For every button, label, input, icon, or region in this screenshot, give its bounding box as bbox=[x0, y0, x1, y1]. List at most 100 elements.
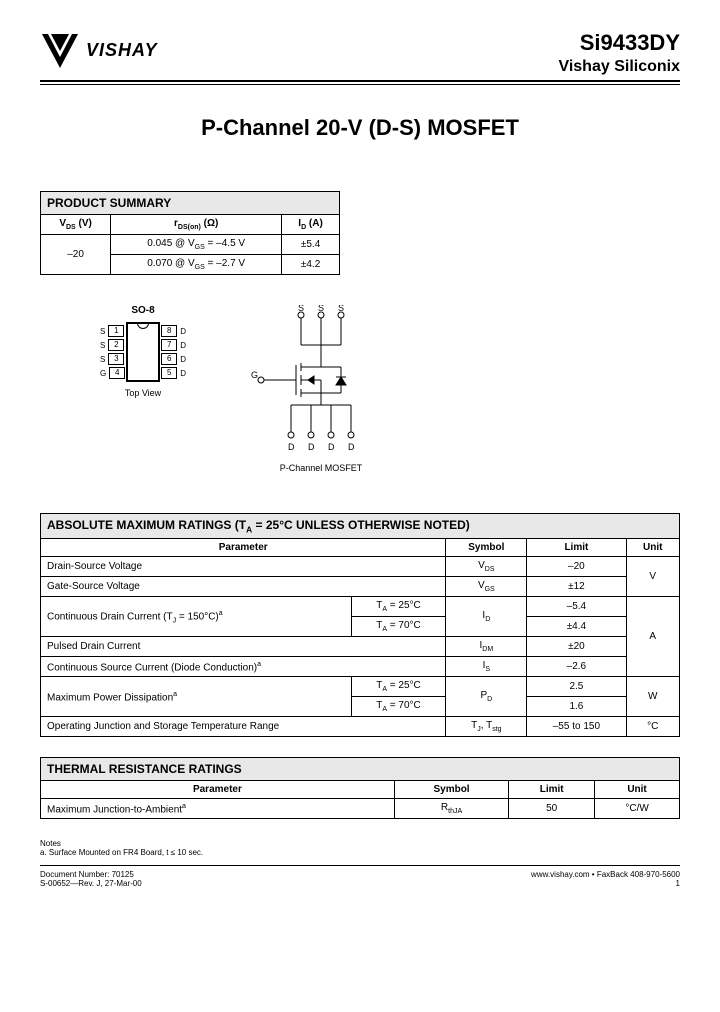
so8-caption: Top View bbox=[100, 388, 186, 398]
cell: Operating Junction and Storage Temperatu… bbox=[41, 717, 446, 737]
cell: °C/W bbox=[595, 799, 680, 819]
cell: PD bbox=[446, 677, 527, 717]
cell: 2.5 bbox=[527, 677, 626, 697]
table-title: THERMAL RESISTANCE RATINGS bbox=[41, 758, 680, 781]
svg-text:D: D bbox=[308, 442, 315, 452]
col-id: ID (A) bbox=[282, 215, 340, 235]
cell: 50 bbox=[509, 799, 595, 819]
mosfet-schematic-icon: S S S G D D D D bbox=[246, 305, 396, 455]
svg-text:D: D bbox=[288, 442, 295, 452]
abs-max-table: ABSOLUTE MAXIMUM RATINGS (TA = 25°C UNLE… bbox=[40, 513, 680, 737]
chip-body-icon bbox=[126, 322, 160, 382]
cell: VGS bbox=[446, 577, 527, 597]
note-item: a. Surface Mounted on FR4 Board, t ≤ 10 … bbox=[40, 848, 680, 857]
cell: Pulsed Drain Current bbox=[41, 637, 446, 657]
cell: –55 to 150 bbox=[527, 717, 626, 737]
table-title: ABSOLUTE MAXIMUM RATINGS (TA = 25°C UNLE… bbox=[41, 514, 680, 539]
cell-id1: ±5.4 bbox=[282, 235, 340, 255]
svg-text:S: S bbox=[298, 305, 304, 313]
thermal-table: THERMAL RESISTANCE RATINGS Parameter Sym… bbox=[40, 757, 680, 819]
col-symbol: Symbol bbox=[394, 781, 508, 799]
cell: Continuous Drain Current (TJ = 150°C)a bbox=[41, 597, 352, 637]
footer-right: www.vishay.com • FaxBack 408-970-5600 1 bbox=[531, 870, 680, 888]
page-title: P-Channel 20-V (D-S) MOSFET bbox=[40, 115, 680, 141]
vishay-logo-icon bbox=[40, 30, 80, 70]
cell: Maximum Power Dissipationa bbox=[41, 677, 352, 717]
left-pins: S1 S2 S3 G4 bbox=[100, 324, 126, 380]
schematic-caption: P-Channel MOSFET bbox=[246, 463, 396, 473]
cell: W bbox=[626, 677, 680, 717]
svg-text:D: D bbox=[328, 442, 335, 452]
cell: °C bbox=[626, 717, 680, 737]
cell: –5.4 bbox=[527, 597, 626, 617]
schematic-diagram: S S S G D D D D P-Channel MOSFET bbox=[246, 305, 396, 473]
col-unit: Unit bbox=[626, 539, 680, 557]
cell: IS bbox=[446, 657, 527, 677]
pin-label: D bbox=[180, 327, 186, 336]
svg-text:S: S bbox=[318, 305, 324, 313]
pin-label: D bbox=[180, 355, 186, 364]
cell: Maximum Junction-to-Ambienta bbox=[41, 799, 395, 819]
so8-diagram: SO-8 S1 S2 S3 G4 8D 7D 6D 5D Top View bbox=[100, 305, 186, 398]
cell: Gate-Source Voltage bbox=[41, 577, 446, 597]
doc-rev: S-00652—Rev. J, 27-Mar-00 bbox=[40, 879, 142, 888]
cell: TA = 25°C bbox=[351, 597, 446, 617]
cell: RthJA bbox=[394, 799, 508, 819]
right-pins: 8D 7D 6D 5D bbox=[160, 324, 186, 380]
notes: Notes a. Surface Mounted on FR4 Board, t… bbox=[40, 839, 680, 857]
cell: TA = 70°C bbox=[351, 617, 446, 637]
col-symbol: Symbol bbox=[446, 539, 527, 557]
pin-box: 2 bbox=[108, 339, 124, 351]
brand-text: VISHAY bbox=[86, 40, 158, 61]
pin-box: 1 bbox=[108, 325, 124, 337]
cell-vds: –20 bbox=[41, 235, 111, 275]
cell: A bbox=[626, 597, 680, 677]
cell-rds1: 0.045 @ VGS = –4.5 V bbox=[111, 235, 282, 255]
cell-id2: ±4.2 bbox=[282, 255, 340, 275]
col-param: Parameter bbox=[41, 781, 395, 799]
part-number: Si9433DY bbox=[558, 30, 680, 56]
cell: 1.6 bbox=[527, 697, 626, 717]
notes-title: Notes bbox=[40, 839, 680, 848]
footer-left: Document Number: 70125 S-00652—Rev. J, 2… bbox=[40, 870, 142, 888]
col-unit: Unit bbox=[595, 781, 680, 799]
logo-area: VISHAY bbox=[40, 30, 158, 70]
pin-box: 5 bbox=[161, 367, 177, 379]
svg-text:S: S bbox=[338, 305, 344, 313]
so8-title: SO-8 bbox=[100, 305, 186, 316]
header-rule bbox=[40, 84, 680, 85]
page-header: VISHAY Si9433DY Vishay Siliconix bbox=[40, 30, 680, 82]
col-limit: Limit bbox=[527, 539, 626, 557]
header-right: Si9433DY Vishay Siliconix bbox=[558, 30, 680, 76]
pin-label: G bbox=[100, 369, 106, 378]
page-number: 1 bbox=[531, 879, 680, 888]
col-param: Parameter bbox=[41, 539, 446, 557]
svg-text:G: G bbox=[251, 370, 258, 380]
pin-box: 3 bbox=[108, 353, 124, 365]
col-rds: rDS(on) (Ω) bbox=[111, 215, 282, 235]
product-summary-table: PRODUCT SUMMARY VDS (V) rDS(on) (Ω) ID (… bbox=[40, 191, 340, 275]
cell: TA = 25°C bbox=[351, 677, 446, 697]
col-vds: VDS (V) bbox=[41, 215, 111, 235]
cell: V bbox=[626, 557, 680, 597]
svg-text:D: D bbox=[348, 442, 355, 452]
cell: ±12 bbox=[527, 577, 626, 597]
cell: –2.6 bbox=[527, 657, 626, 677]
pin-label: S bbox=[100, 327, 105, 336]
doc-number: Document Number: 70125 bbox=[40, 870, 142, 879]
brand-sub: Vishay Siliconix bbox=[558, 58, 680, 76]
table-title: PRODUCT SUMMARY bbox=[41, 192, 340, 215]
cell: –20 bbox=[527, 557, 626, 577]
diagrams-row: SO-8 S1 S2 S3 G4 8D 7D 6D 5D Top View bbox=[40, 305, 680, 473]
footer-url: www.vishay.com • FaxBack 408-970-5600 bbox=[531, 870, 680, 879]
col-limit: Limit bbox=[509, 781, 595, 799]
cell: Drain-Source Voltage bbox=[41, 557, 446, 577]
pin-box: 8 bbox=[161, 325, 177, 337]
cell: ±4.4 bbox=[527, 617, 626, 637]
pin-label: D bbox=[180, 369, 186, 378]
cell: Continuous Source Current (Diode Conduct… bbox=[41, 657, 446, 677]
pin-label: D bbox=[180, 341, 186, 350]
page-footer: Document Number: 70125 S-00652—Rev. J, 2… bbox=[40, 865, 680, 888]
cell: TA = 70°C bbox=[351, 697, 446, 717]
cell: IDM bbox=[446, 637, 527, 657]
